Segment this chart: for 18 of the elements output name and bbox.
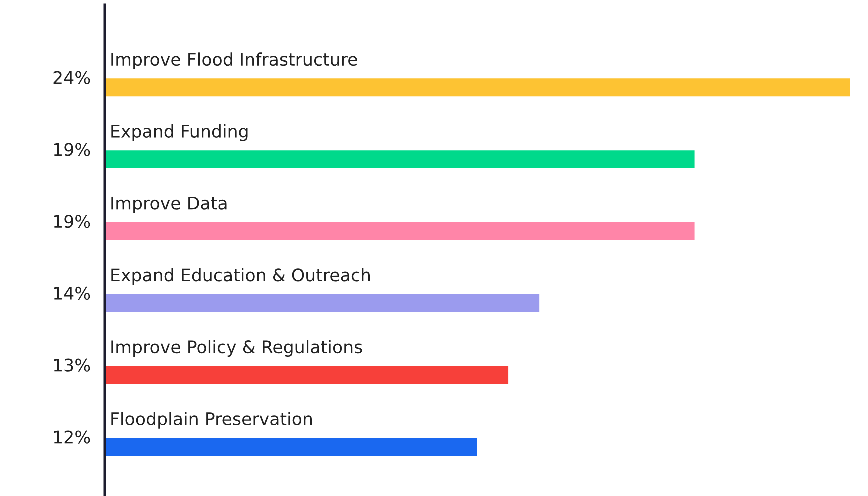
data-label: 19% <box>54 215 90 228</box>
y-tick-label: Improve Flood Infrastructure <box>112 52 358 70</box>
bar <box>105 294 540 312</box>
bar <box>105 438 478 456</box>
y-tick-label: Expand Education & Outreach <box>112 268 370 286</box>
y-tick-label: Improve Data <box>112 196 227 214</box>
bar <box>105 78 850 97</box>
data-label: 14% <box>54 286 90 300</box>
bar <box>105 222 695 240</box>
bar <box>105 366 509 384</box>
data-label: 24% <box>54 71 90 84</box>
data-label: 13% <box>54 358 90 372</box>
bar <box>105 150 695 169</box>
y-tick-label: Floodplain Preservation <box>112 412 312 429</box>
data-label: 12% <box>54 430 90 444</box>
y-tick-label: Improve Policy & Regulations <box>112 340 362 358</box>
y-tick-label: Expand Funding <box>112 124 248 142</box>
data-label: 19% <box>54 143 90 156</box>
